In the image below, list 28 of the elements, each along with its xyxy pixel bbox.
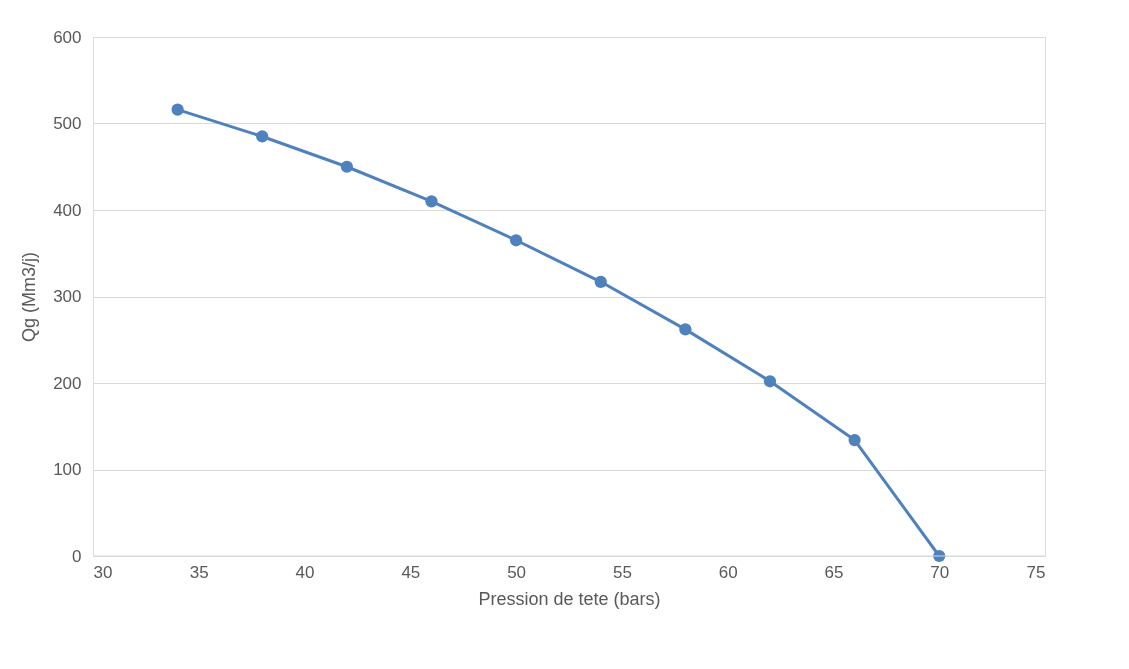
x-tick-label: 55 [612,562,632,582]
point [763,375,777,388]
x-tick-label: 30 [93,562,113,582]
point [509,234,523,247]
y-tick-label: 200 [53,373,82,393]
x-tick-label: 70 [930,562,950,582]
point [679,323,692,336]
y-tick-label: 400 [53,200,82,220]
point [425,195,438,208]
y-tick-label: 0 [72,546,82,566]
x-tick-label: 50 [507,562,527,582]
x-tick-label: 35 [189,562,209,582]
x-tick-label: 60 [718,562,738,582]
x-tick-label: 40 [295,562,315,582]
point [256,130,269,143]
y-tick-label: 100 [53,460,82,479]
x-axis-title: Pression de tete (bars) [478,588,661,609]
point [848,433,861,447]
y-tick-label: 500 [53,114,82,133]
x-tick-label: 45 [401,562,421,582]
x-tick-label: 65 [824,562,844,582]
point [594,275,607,288]
y-axis-title: Qg (Mm3/j) [19,252,40,342]
y-tick-label: 600 [53,27,82,47]
point [340,160,353,173]
x-tick-label: 75 [1026,562,1046,582]
y-tick-label: 300 [53,287,82,306]
point [171,103,184,116]
